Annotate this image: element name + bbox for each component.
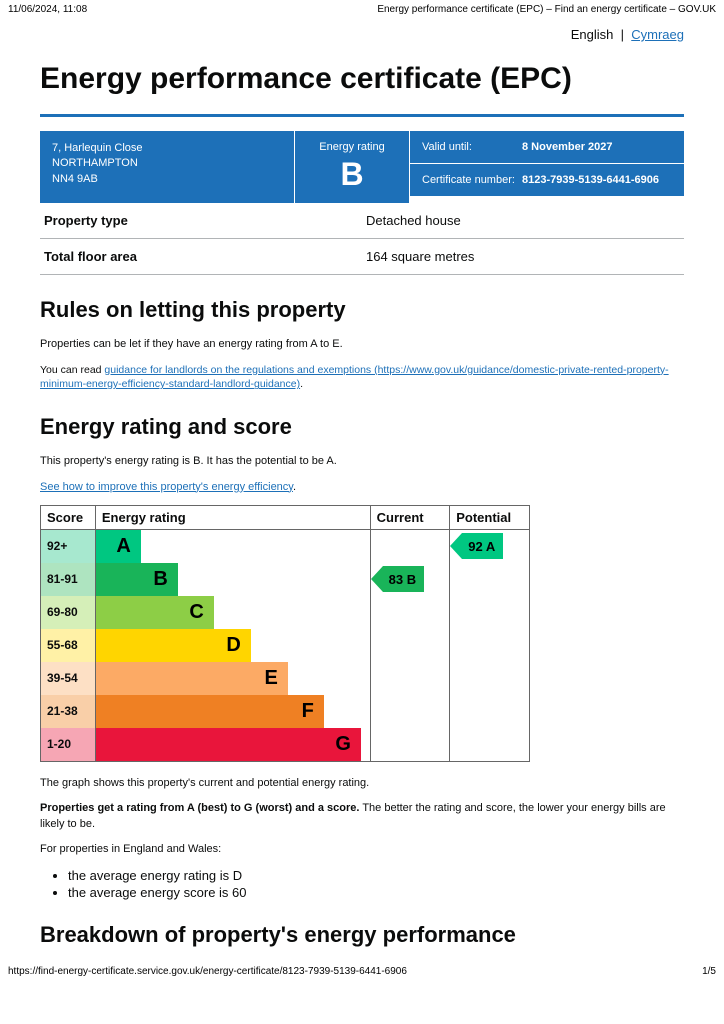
eng-wales-averages: the average energy rating is D the averag…	[68, 868, 684, 900]
rating-bar-c: C	[96, 596, 214, 629]
property-label: Property type	[40, 203, 362, 239]
property-table: Property typeDetached houseTotal floor a…	[40, 203, 684, 275]
rating-bar-a: A	[96, 530, 141, 563]
rating-bar-b: B	[96, 563, 178, 596]
rating-bar-g: G	[96, 728, 361, 761]
energy-rating-chart: Score Energy rating Current Potential 92…	[40, 505, 530, 762]
chart-header-potential: Potential	[450, 505, 530, 529]
rules-heading: Rules on letting this property	[40, 297, 684, 323]
chart-score-cell: 81-91	[41, 563, 96, 596]
chart-bar-cell: E	[95, 662, 370, 695]
chart-current-cell	[370, 596, 450, 629]
chart-bar-cell: B	[95, 563, 370, 596]
rating-letter: B	[307, 155, 397, 193]
chart-score-cell: 39-54	[41, 662, 96, 695]
chart-potential-cell	[450, 563, 530, 596]
chart-current-cell: 83 B	[370, 563, 450, 596]
rating-bar-e: E	[96, 662, 288, 695]
cert-number-value: 8123-7939-5139-6441-6906	[522, 174, 672, 186]
chart-bar-cell: C	[95, 596, 370, 629]
rating-bar-f: F	[96, 695, 324, 728]
current-rating-tag: 83 B	[383, 566, 424, 592]
print-header: 11/06/2024, 11:08 Energy performance cer…	[0, 0, 724, 19]
chart-bar-cell: A	[95, 529, 370, 563]
chart-current-cell	[370, 695, 450, 728]
chart-header-current: Current	[370, 505, 450, 529]
summary-address: 7, Harlequin Close NORTHAMPTON NN4 9AB	[40, 131, 295, 203]
chart-score-cell: 55-68	[41, 629, 96, 662]
rating-bar-d: D	[96, 629, 251, 662]
chart-potential-cell	[450, 662, 530, 695]
print-title: Energy performance certificate (EPC) – F…	[377, 4, 716, 15]
footer-page: 1/5	[702, 966, 716, 977]
property-value: 164 square metres	[362, 239, 684, 275]
guidance-link[interactable]: guidance for landlords on the regulation…	[40, 364, 669, 391]
summary-banner: 7, Harlequin Close NORTHAMPTON NN4 9AB E…	[40, 131, 684, 203]
chart-current-cell	[370, 728, 450, 762]
cert-number-label: Certificate number:	[422, 174, 522, 186]
chart-header-score: Score	[41, 505, 96, 529]
chart-score-cell: 92+	[41, 529, 96, 563]
list-item: the average energy score is 60	[68, 885, 684, 900]
summary-right: Valid until: 8 November 2027 Certificate…	[410, 131, 684, 203]
list-item: the average energy rating is D	[68, 868, 684, 883]
chart-potential-cell	[450, 629, 530, 662]
rating-intro: This property's energy rating is B. It h…	[40, 454, 684, 469]
page-title: Energy performance certificate (EPC)	[40, 62, 684, 96]
chart-score-cell: 69-80	[41, 596, 96, 629]
summary-rating: Energy rating B	[295, 131, 410, 203]
chart-score-cell: 21-38	[41, 695, 96, 728]
valid-until-label: Valid until:	[422, 141, 522, 153]
print-datetime: 11/06/2024, 11:08	[8, 4, 87, 15]
rules-guidance: You can read guidance for landlords on t…	[40, 363, 684, 392]
lang-cymraeg-link[interactable]: Cymraeg	[631, 27, 684, 42]
chart-potential-cell: 92 A	[450, 529, 530, 563]
language-switcher: English | Cymraeg	[40, 19, 684, 62]
title-rule	[40, 114, 684, 117]
potential-rating-tag: 92 A	[462, 533, 503, 559]
chart-header-rating: Energy rating	[95, 505, 370, 529]
breakdown-heading: Breakdown of property's energy performan…	[40, 922, 684, 948]
valid-until-value: 8 November 2027	[522, 141, 672, 153]
chart-current-cell	[370, 629, 450, 662]
eng-wales-intro: For properties in England and Wales:	[40, 842, 684, 857]
chart-current-cell	[370, 529, 450, 563]
chart-score-cell: 1-20	[41, 728, 96, 762]
chart-caption: The graph shows this property's current …	[40, 776, 684, 791]
lang-english: English	[571, 27, 614, 42]
chart-bar-cell: F	[95, 695, 370, 728]
improve-link-para: See how to improve this property's energ…	[40, 480, 684, 495]
print-footer: https://find-energy-certificate.service.…	[0, 962, 724, 981]
chart-bar-cell: G	[95, 728, 370, 762]
footer-url: https://find-energy-certificate.service.…	[8, 966, 407, 977]
rating-heading: Energy rating and score	[40, 414, 684, 440]
chart-bar-cell: D	[95, 629, 370, 662]
rating-explanation: Properties get a rating from A (best) to…	[40, 801, 684, 832]
chart-current-cell	[370, 662, 450, 695]
chart-potential-cell	[450, 695, 530, 728]
chart-potential-cell	[450, 728, 530, 762]
improve-link[interactable]: See how to improve this property's energ…	[40, 481, 293, 493]
chart-potential-cell	[450, 596, 530, 629]
rules-intro: Properties can be let if they have an en…	[40, 337, 684, 352]
property-value: Detached house	[362, 203, 684, 239]
property-label: Total floor area	[40, 239, 362, 275]
